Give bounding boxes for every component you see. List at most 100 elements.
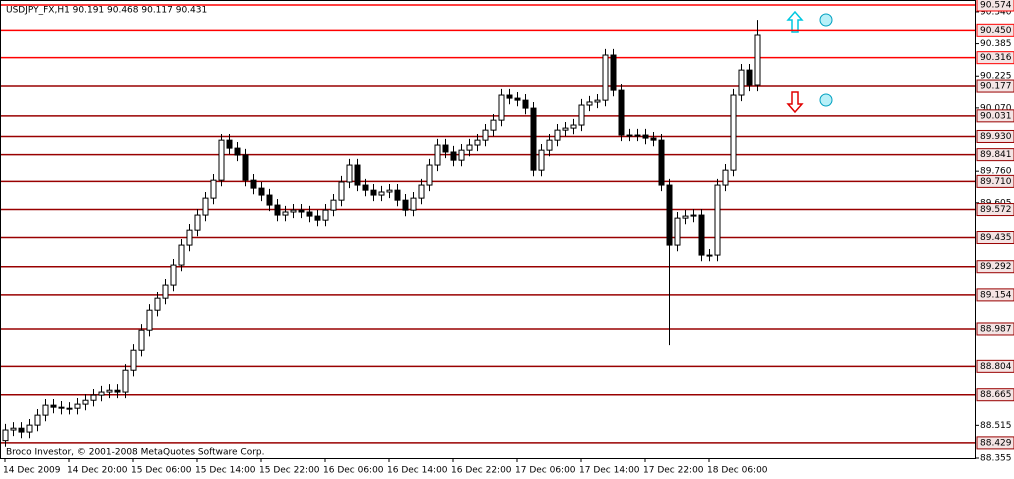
- level-label: 89.572: [980, 205, 1012, 215]
- candle-body: [266, 194, 273, 206]
- footer: Broco Investor, © 2001-2008 MetaQuotes S…: [6, 448, 265, 458]
- candle-body: [474, 139, 481, 146]
- candle-body: [594, 99, 601, 103]
- candle-body: [514, 97, 521, 101]
- candle-body: [586, 101, 593, 106]
- candle-body: [578, 104, 585, 126]
- down-arrow: [786, 91, 804, 114]
- candle-body: [698, 214, 705, 256]
- candle-body: [250, 179, 257, 189]
- candle-body: [538, 149, 545, 171]
- candle-body: [458, 149, 465, 161]
- candle-body: [546, 139, 553, 151]
- candle-body: [194, 214, 201, 231]
- candle-body: [738, 69, 745, 96]
- candle-body: [506, 94, 513, 99]
- candle-body: [754, 34, 761, 86]
- candle-body: [50, 404, 57, 408]
- candle-body: [466, 144, 473, 151]
- candle-body: [10, 427, 17, 431]
- candle-body: [626, 134, 633, 137]
- thumb-icon: [819, 93, 833, 107]
- level-label: 90.450: [980, 26, 1012, 36]
- candle-body: [210, 179, 217, 199]
- candle-body: [362, 184, 369, 191]
- level-label: 89.710: [980, 177, 1012, 187]
- candle-body: [18, 427, 25, 433]
- level-label: 89.435: [980, 233, 1012, 243]
- candle-body: [98, 391, 105, 396]
- level-label: 88.804: [980, 362, 1012, 372]
- x-tick-label: 16 Dec 22:00: [451, 466, 512, 476]
- candle-body: [378, 191, 385, 196]
- x-tick-label: 14 Dec 2009: [3, 466, 61, 476]
- chart-title: USDJPY_FX,H1 90.191 90.468 90.117 90.431: [6, 6, 207, 16]
- level-label-box: [976, 203, 1014, 217]
- x-tick-label: 15 Dec 22:00: [259, 466, 320, 476]
- level-label-box: [976, 260, 1014, 274]
- level-label: 90.316: [980, 53, 1012, 63]
- candle-body: [570, 124, 577, 129]
- y-tick-label: 90.225: [980, 72, 1012, 82]
- x-tick-label: 14 Dec 20:00: [67, 466, 128, 476]
- candle-body: [498, 94, 505, 121]
- candle-body: [530, 107, 537, 171]
- signal-icons: [786, 10, 833, 114]
- candle-body: [274, 204, 281, 216]
- candle-body: [154, 297, 161, 311]
- level-label-box: [976, 148, 1014, 162]
- candle-body: [674, 217, 681, 246]
- y-tick-label: 90.540: [980, 7, 1012, 17]
- candle-body: [690, 214, 697, 217]
- candle-body: [218, 139, 225, 181]
- candle-body: [562, 127, 569, 131]
- level-label: 88.429: [980, 438, 1012, 448]
- level-label-box: [976, 109, 1014, 123]
- y-tick-label: 90.070: [980, 103, 1012, 113]
- thumb-icon: [819, 13, 833, 27]
- candle-body: [722, 169, 729, 186]
- candle-body: [402, 199, 409, 211]
- candle-body: [658, 139, 665, 186]
- candle-body: [746, 69, 753, 86]
- level-label-box: [976, 23, 1014, 37]
- level-label: 89.930: [980, 132, 1012, 142]
- candle-body: [170, 264, 177, 286]
- candle-body: [394, 189, 401, 201]
- candle-body: [330, 199, 337, 211]
- candle-body: [434, 144, 441, 166]
- candle-body: [322, 209, 329, 221]
- candle-body: [242, 154, 249, 181]
- level-label-box: [976, 129, 1014, 143]
- candle-body: [610, 54, 617, 91]
- up-arrow: [786, 10, 804, 33]
- candle-body: [370, 189, 377, 196]
- level-label: 89.154: [980, 290, 1012, 300]
- candle-body: [306, 211, 313, 217]
- y-tick-label: 90.385: [980, 39, 1012, 49]
- candle-body: [706, 254, 713, 257]
- candle-body: [26, 424, 33, 433]
- level-label-box: [976, 231, 1014, 245]
- level-label: 88.987: [980, 324, 1012, 334]
- x-tick-label: 16 Dec 14:00: [387, 466, 448, 476]
- x-tick-label: 16 Dec 06:00: [323, 466, 384, 476]
- candle-body: [58, 406, 65, 409]
- candle-body: [66, 407, 73, 410]
- y-tick-label: 89.760: [980, 167, 1012, 177]
- candle-body: [338, 181, 345, 201]
- candle-body: [386, 189, 393, 193]
- candle-body: [290, 209, 297, 213]
- candle-body: [114, 389, 121, 393]
- candle-body: [202, 197, 209, 216]
- candle-body: [34, 414, 41, 426]
- level-label-box: [976, 388, 1014, 402]
- candle-body: [730, 94, 737, 171]
- candle-body: [418, 184, 425, 199]
- candle-body: [482, 129, 489, 141]
- candle-body: [426, 164, 433, 186]
- level-label: 89.841: [980, 150, 1012, 160]
- y-tick-label: 88.515: [980, 421, 1012, 431]
